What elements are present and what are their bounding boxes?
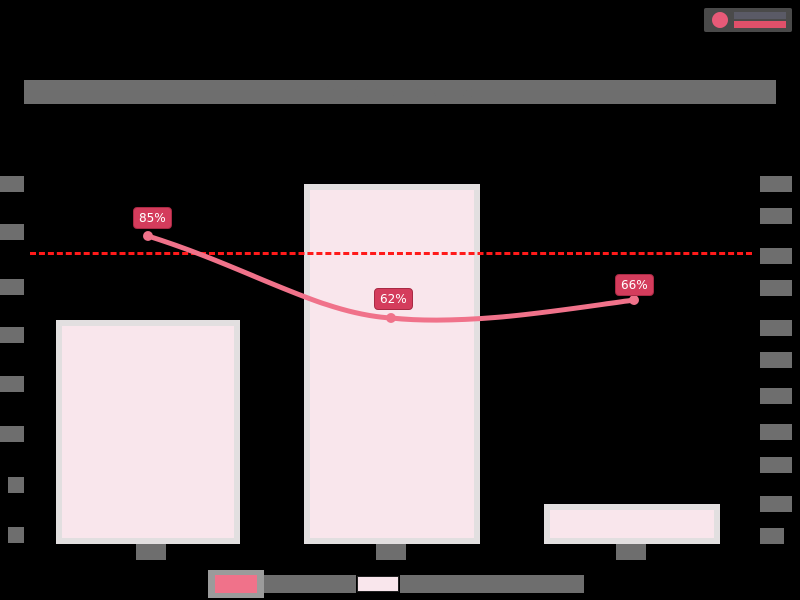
legend-label-bar[interactable] <box>400 575 584 593</box>
bar-3[interactable] <box>544 504 720 544</box>
left-axis-tick <box>0 176 24 192</box>
left-axis-tick <box>8 527 24 543</box>
right-axis-tick <box>760 528 784 544</box>
data-label: 62% <box>374 288 413 310</box>
bar-1[interactable] <box>56 320 240 544</box>
right-axis-tick <box>760 320 792 336</box>
logo-text-top <box>734 12 786 19</box>
right-axis-tick <box>760 352 792 368</box>
x-axis-tick <box>616 544 646 560</box>
logo-mark-icon <box>712 12 728 28</box>
left-axis-tick <box>0 376 24 392</box>
x-axis-tick <box>136 544 166 560</box>
right-axis-tick <box>760 388 792 404</box>
legend-line-swatch[interactable] <box>208 570 264 598</box>
line-point[interactable] <box>629 295 639 305</box>
right-axis-tick <box>760 496 792 512</box>
line-point[interactable] <box>143 231 153 241</box>
reference-line <box>30 252 752 255</box>
line-point[interactable] <box>386 313 396 323</box>
right-axis-tick <box>760 457 792 473</box>
right-axis-tick <box>760 280 792 296</box>
right-axis-tick <box>760 176 792 192</box>
right-axis-tick <box>760 424 792 440</box>
data-label: 66% <box>615 274 654 296</box>
left-axis-tick <box>0 224 24 240</box>
right-axis-tick <box>760 248 792 264</box>
x-axis-tick <box>376 544 406 560</box>
legend-label-line[interactable] <box>264 575 356 593</box>
left-axis-tick <box>0 279 24 295</box>
logo-text-bottom <box>734 21 786 28</box>
legend-bar-swatch[interactable] <box>357 576 399 592</box>
bar-2[interactable] <box>304 184 480 544</box>
left-axis-tick <box>0 327 24 343</box>
chart-title: Chart title (obscured) <box>24 80 776 104</box>
right-axis-tick <box>760 208 792 224</box>
data-label: 85% <box>133 207 172 229</box>
left-axis-tick <box>0 426 24 442</box>
brand-logo <box>704 8 792 32</box>
left-axis-tick <box>8 477 24 493</box>
